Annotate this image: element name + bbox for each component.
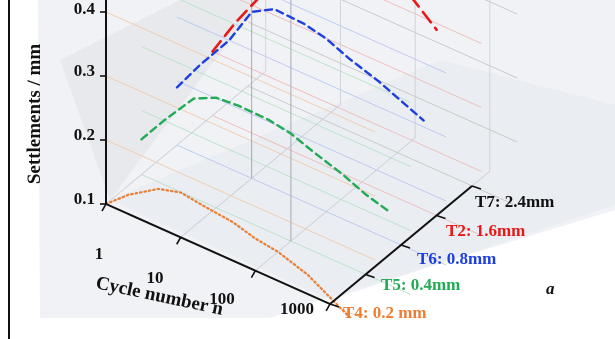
horizontal-gridline [105,139,376,261]
plot-series [104,0,438,318]
depth-label-t5: T5: 0.4mm [381,275,460,294]
x-tick-mark [250,270,257,278]
depth-gridline [180,104,341,238]
x-tick-mark [176,236,182,245]
horizontal-gridline [176,16,447,138]
horizontal-gridline [141,46,411,167]
series-line-2 [140,96,390,212]
x-tick-label: 100 [209,289,235,308]
horizontal-gridline [105,75,376,197]
y-tick-label: 0.1 [74,189,95,208]
horizontal-gridline [141,110,411,231]
horizontal-gridline [105,11,376,133]
horizontal-gridline [281,0,447,74]
chart-background [38,0,615,318]
depth-label-t7: T7: 2.4mm [475,192,554,211]
x-tick-label: 10 [147,268,164,287]
depth-tick-mark [436,214,446,220]
horizontal-gridline [179,0,411,103]
horizontal-gridline [383,0,482,44]
floor-plane [110,60,615,300]
y-axis-title: Settlements / mm [24,44,45,185]
horizontal-gridline [176,80,447,202]
y-tick-label: 0.4 [74,0,96,18]
depth-gridline [105,70,267,205]
y-tick-label: 0.2 [74,125,95,144]
depth-tick-mark [365,273,375,279]
panel-label: a [546,279,555,298]
depth-label-t6: T6: 0.8mm [417,249,496,268]
axis-ticks [100,11,482,312]
x-tick-label: 1000 [280,299,314,318]
depth-tick-mark [329,303,340,308]
x-tick-mark [325,303,331,312]
horizontal-gridline [212,51,482,172]
horizontal-gridline [341,0,518,79]
depth-tick-mark [400,244,411,249]
depth-label-t2: T2: 1.6mm [446,221,525,240]
depth-label-t4: T4: 0.2 mm [343,303,427,322]
horizontal-gridline [247,21,518,143]
y-tick-label: 0.3 [74,61,95,80]
x-tick-label: 1 [95,244,104,263]
depth-gridline [255,137,416,271]
series-line-1 [104,187,352,318]
depth-tick-mark [471,185,482,190]
x-tick-mark [101,203,107,212]
horizontal-gridline [239,0,482,108]
x-axis-line [105,203,331,305]
series-line-3 [175,7,425,122]
